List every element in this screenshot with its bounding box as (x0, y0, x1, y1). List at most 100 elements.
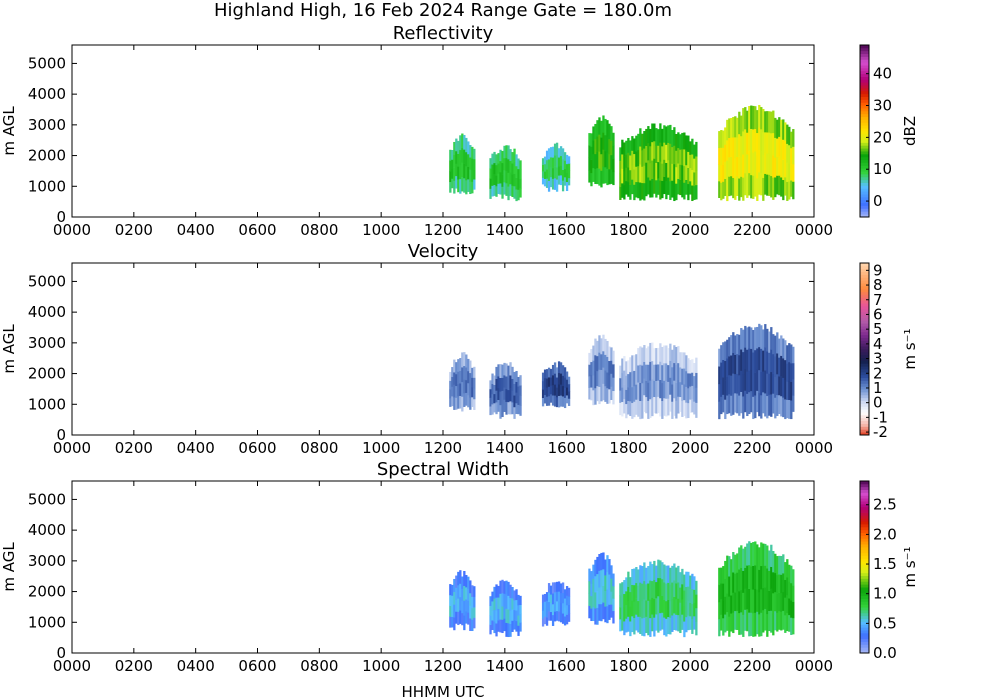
echo-cell (459, 149, 462, 165)
echo-cell (736, 393, 739, 414)
echo-cell (543, 608, 547, 617)
echo-cell (459, 383, 462, 396)
echo-cell (455, 611, 458, 624)
echo-cell (497, 153, 500, 164)
echo-cell (748, 564, 751, 589)
echo-cell (489, 188, 492, 199)
colorbar-tick-label: 30 (873, 97, 892, 115)
echo-cell (602, 149, 605, 167)
echo-cell (786, 399, 789, 419)
echo-cell (519, 622, 522, 632)
echo-cell (590, 583, 593, 597)
colorbar-segment (860, 56, 869, 60)
x-tick-label: 0000 (795, 657, 833, 675)
echo-cell (543, 601, 547, 610)
echo-cell (621, 606, 624, 619)
echo-cell (588, 387, 591, 400)
colorbar-segment (860, 142, 869, 146)
echo-cell (592, 564, 595, 579)
echo-cell (551, 582, 555, 594)
echo-cell (780, 119, 783, 140)
y-tick-label: 4000 (28, 521, 66, 539)
echo-cell (653, 158, 656, 177)
echo-cell (792, 601, 795, 619)
echo-cell (606, 372, 609, 389)
echo-cell (515, 620, 518, 632)
echo-cell (693, 158, 696, 173)
x-tick-label: 0600 (238, 657, 276, 675)
echo-cell (641, 600, 644, 619)
echo-cell (655, 614, 658, 631)
echo-cell (461, 396, 464, 412)
echo-cell (471, 619, 474, 632)
echo-cell (451, 150, 454, 160)
colorbar-segment (860, 420, 869, 424)
echo-cell (720, 164, 723, 183)
echo-cell (766, 568, 769, 592)
echo-cell (505, 608, 508, 623)
echo-cell (687, 402, 690, 419)
echo-cell (667, 142, 670, 161)
echo-cell (691, 398, 694, 413)
echo-cell (543, 369, 547, 379)
colorbar-segment (860, 409, 869, 413)
colorbar-segment (860, 303, 869, 307)
echo-cell (541, 389, 545, 398)
colorbar-segment (860, 306, 869, 310)
echo-cell (505, 363, 508, 377)
echo-cell (467, 141, 470, 155)
echo-cell (592, 126, 595, 141)
echo-cell (685, 164, 688, 180)
colorbar-segment (860, 627, 869, 631)
echo-cell (627, 616, 630, 632)
echo-cell (463, 379, 466, 394)
echo-cell (541, 372, 545, 382)
echo-cell (451, 386, 454, 397)
echo-cell (612, 158, 615, 173)
echo-cell (788, 181, 791, 200)
y-axis-label: m AGL (0, 106, 18, 156)
y-tick-label: 2000 (28, 365, 66, 383)
echo-cell (602, 585, 605, 603)
echo-cell (565, 181, 569, 192)
echo-cell (669, 143, 672, 163)
echo-cell (600, 603, 603, 622)
echo-cell (792, 585, 795, 602)
echo-cell (549, 176, 553, 188)
y-axis-label: m AGL (0, 324, 18, 374)
colorbar-segment (860, 584, 869, 588)
colorbar-tick-label: 8 (873, 276, 883, 294)
colorbar-segment (860, 96, 869, 100)
echo-cell (517, 625, 520, 636)
echo-cell (465, 587, 468, 600)
echo-cell (563, 589, 567, 599)
echo-cell (455, 575, 458, 588)
echo-cell (667, 159, 670, 178)
echo-cell (619, 402, 622, 416)
x-tick-label: 2200 (733, 221, 771, 239)
echo-cell (619, 173, 622, 187)
echo-cell (772, 132, 775, 156)
echo-cell (657, 396, 660, 414)
echo-cell (509, 160, 512, 173)
echo-cell (657, 129, 660, 146)
echo-cell (619, 160, 622, 174)
echo-cell (750, 369, 753, 392)
colorbar-segment (860, 618, 869, 622)
echo-cell (598, 554, 601, 571)
echo-cell (565, 387, 569, 396)
echo-cell (780, 375, 783, 397)
colorbar-segment (860, 535, 869, 539)
echo-cell (683, 182, 686, 200)
echo-cell (669, 617, 672, 635)
echo-cell (728, 556, 731, 577)
panel-title: Spectral Width (377, 459, 509, 480)
colorbar-segment (860, 320, 869, 324)
echo-cell (760, 371, 763, 396)
echo-cell (602, 367, 605, 384)
echo-cell (673, 397, 676, 416)
echo-cell (596, 590, 599, 608)
echo-cell (786, 162, 789, 182)
x-tick-label: 0000 (53, 439, 91, 457)
